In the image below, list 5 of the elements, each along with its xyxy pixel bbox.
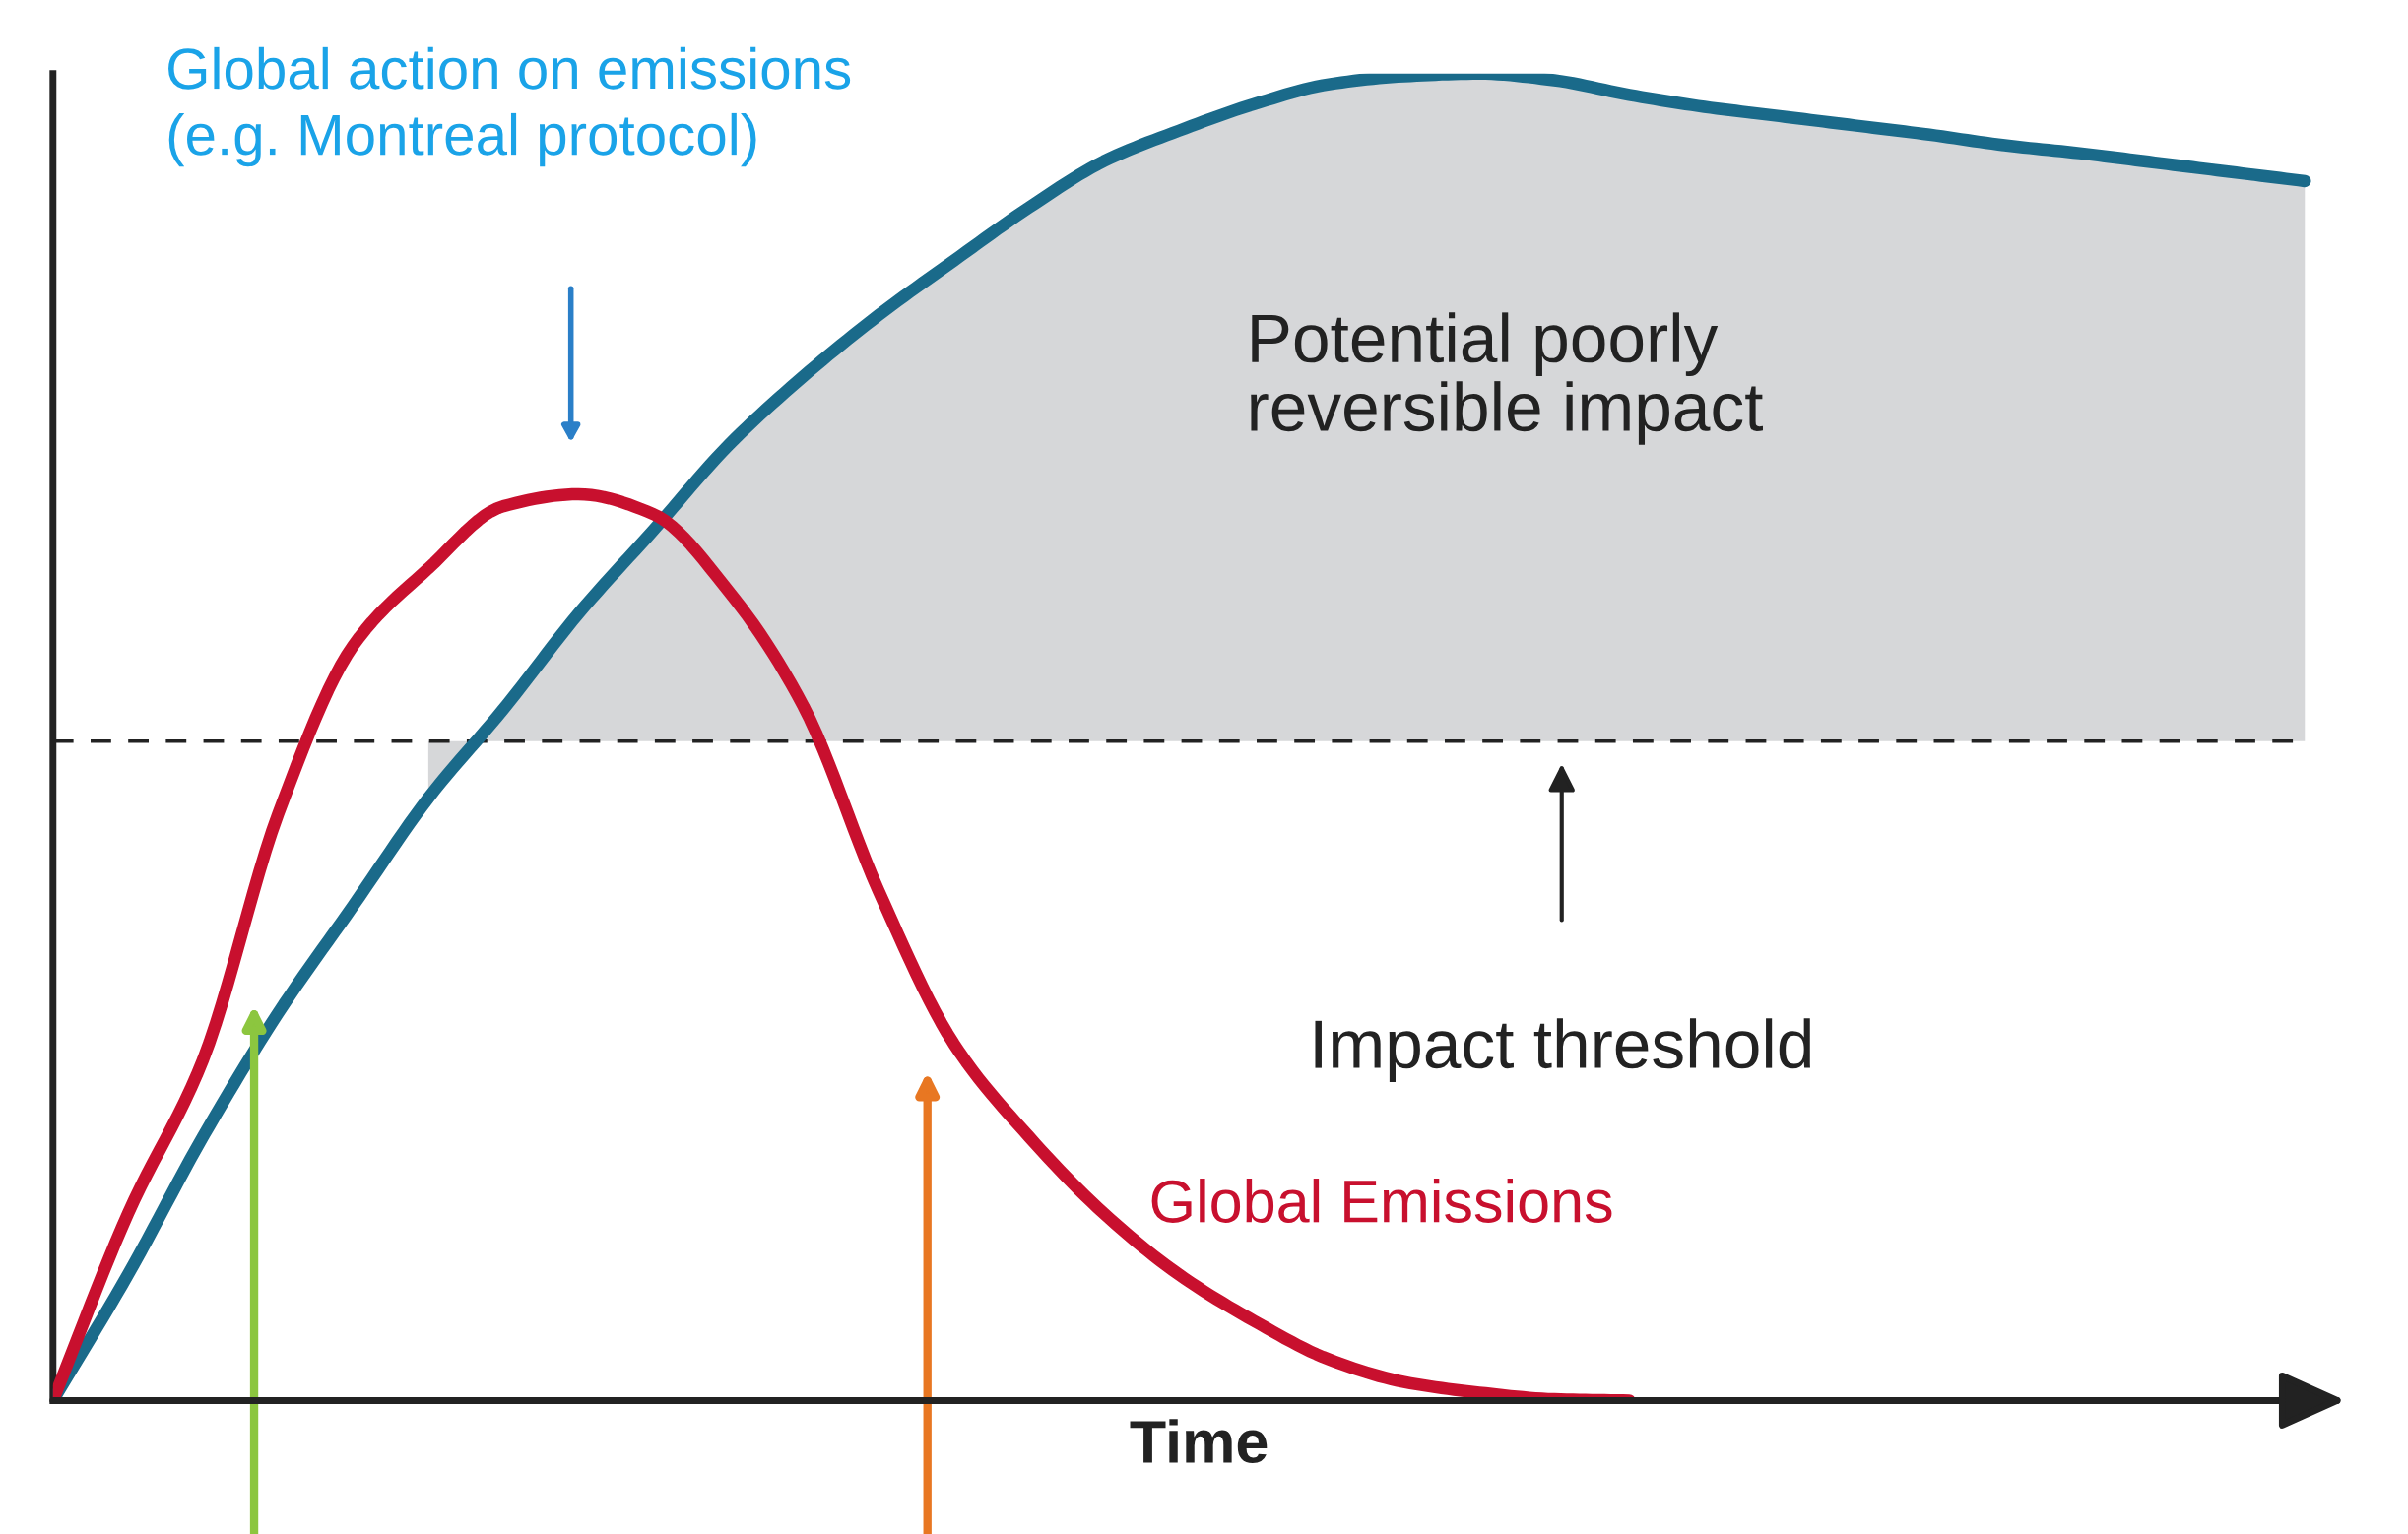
series-label: Global Emissions: [1151, 1179, 1612, 1223]
ref-line-label: Impact threshold: [1315, 1018, 1810, 1083]
x-axis-title: Time: [1130, 1419, 1268, 1464]
annotation: Potential poorly reversible impact: [1251, 312, 1763, 445]
annotation: Global action on emissions (e.g. Montreal protocol): [168, 46, 851, 167]
